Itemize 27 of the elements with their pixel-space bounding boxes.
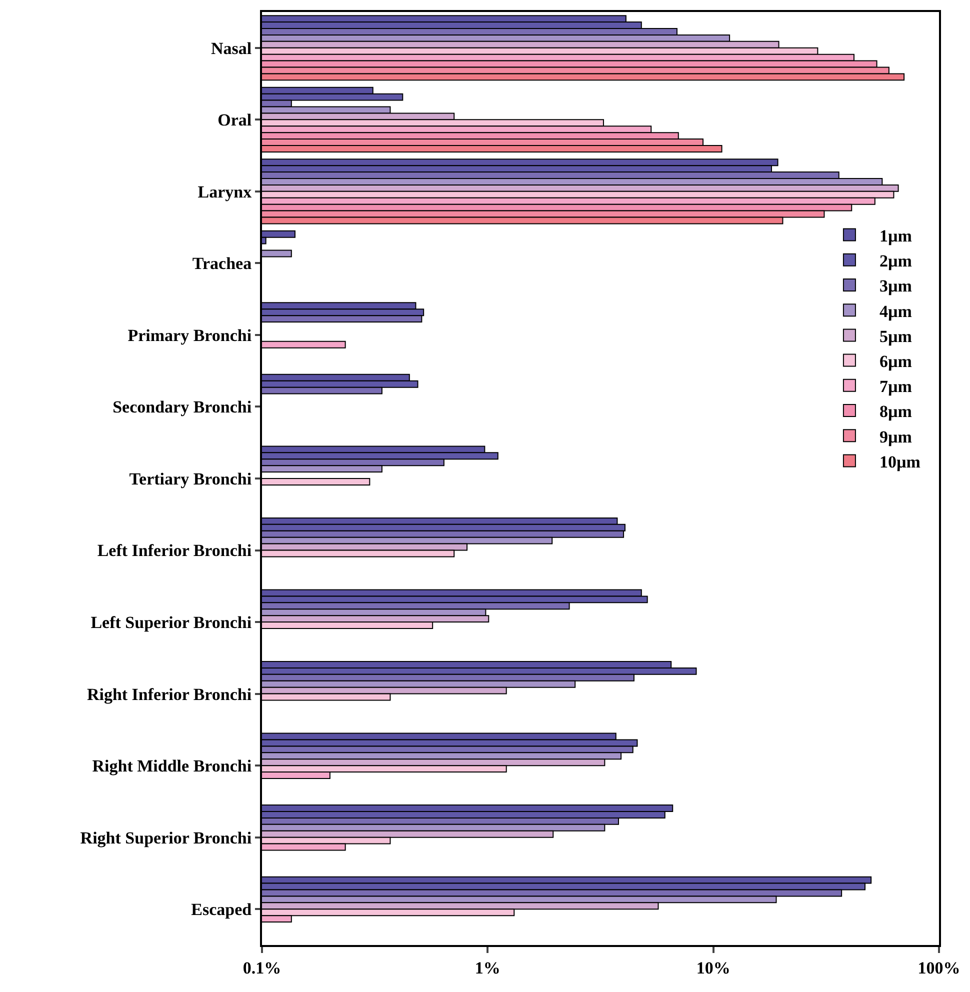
x-tick-label: 0.1% bbox=[242, 958, 282, 978]
legend-label: 10µm bbox=[879, 452, 920, 472]
y-tick-label: Secondary Bronchi bbox=[112, 398, 252, 417]
legend-label: 4µm bbox=[879, 302, 912, 321]
legend-label: 8µm bbox=[879, 402, 912, 422]
legend-label: 3µm bbox=[879, 276, 912, 296]
legend-label: 2µm bbox=[879, 252, 912, 271]
legend-label: 9µm bbox=[879, 427, 912, 446]
y-tick-label: Tertiary Bronchi bbox=[129, 469, 252, 488]
x-tick-label: 1% bbox=[474, 958, 500, 978]
legend-label: 6µm bbox=[879, 352, 912, 371]
y-tick-label: Primary Bronchi bbox=[128, 326, 252, 345]
y-tick-label: Nasal bbox=[210, 38, 252, 58]
y-tick-label: Left Inferior Bronchi bbox=[97, 541, 252, 560]
legend-label: 1µm bbox=[879, 226, 912, 246]
x-tick-label: 100% bbox=[918, 958, 960, 978]
y-tick-label: Oral bbox=[218, 110, 252, 130]
x-tick-label: 10% bbox=[696, 958, 730, 978]
y-tick-label: Escaped bbox=[191, 900, 252, 920]
y-tick-label: Right Middle Bronchi bbox=[92, 756, 252, 776]
y-tick-label: Right Inferior Bronchi bbox=[86, 684, 252, 704]
y-tick-label: Left Superior Bronchi bbox=[90, 612, 252, 632]
y-tick-label: Trachea bbox=[192, 254, 252, 274]
y-tick-label: Larynx bbox=[198, 182, 252, 202]
legend-label: 7µm bbox=[879, 377, 912, 396]
y-tick-label: Right Superior Bronchi bbox=[80, 828, 252, 848]
legend-label: 5µm bbox=[879, 326, 912, 346]
